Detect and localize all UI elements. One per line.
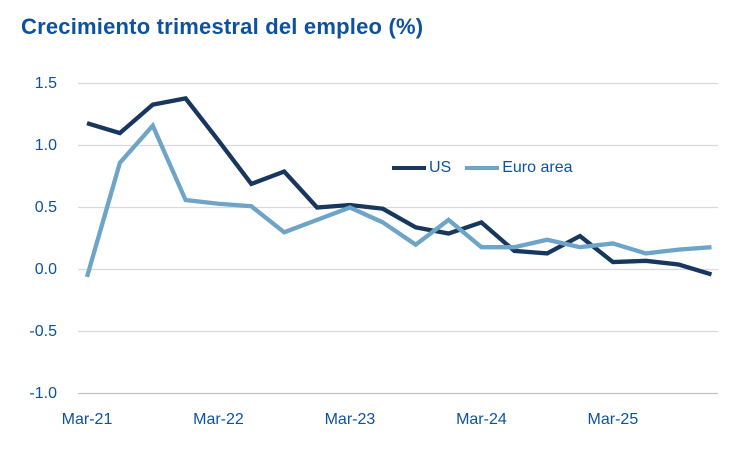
x-tick-label: Mar-24: [456, 411, 507, 428]
chart-legend: US Euro area: [392, 159, 573, 177]
y-tick-label: -1.0: [29, 384, 57, 402]
chart-title: Crecimiento trimestral del empleo (%): [21, 14, 424, 39]
legend-label-euro-area: Euro area: [502, 159, 573, 176]
y-tick-label: 0.5: [34, 198, 57, 216]
us-line-swatch: [392, 166, 426, 170]
legend-item-euro-area: Euro area: [465, 159, 573, 177]
x-tick-label: Mar-23: [324, 411, 376, 428]
y-tick-label: 0.0: [34, 260, 57, 278]
series-line-euro-area: [84, 121, 712, 278]
y-tick-label: 1.0: [34, 136, 57, 154]
series-line-us: [86, 96, 713, 277]
x-tick-label: Mar-25: [587, 411, 639, 428]
y-tick-label: -0.5: [29, 322, 57, 340]
legend-label-us: US: [429, 159, 452, 176]
x-tick-label: Mar-21: [61, 411, 113, 428]
legend-item-us: US: [392, 159, 451, 177]
euro-area-line-swatch: [465, 166, 500, 170]
y-tick-label: 1.5: [34, 74, 57, 92]
x-tick-label: Mar-22: [193, 411, 244, 428]
